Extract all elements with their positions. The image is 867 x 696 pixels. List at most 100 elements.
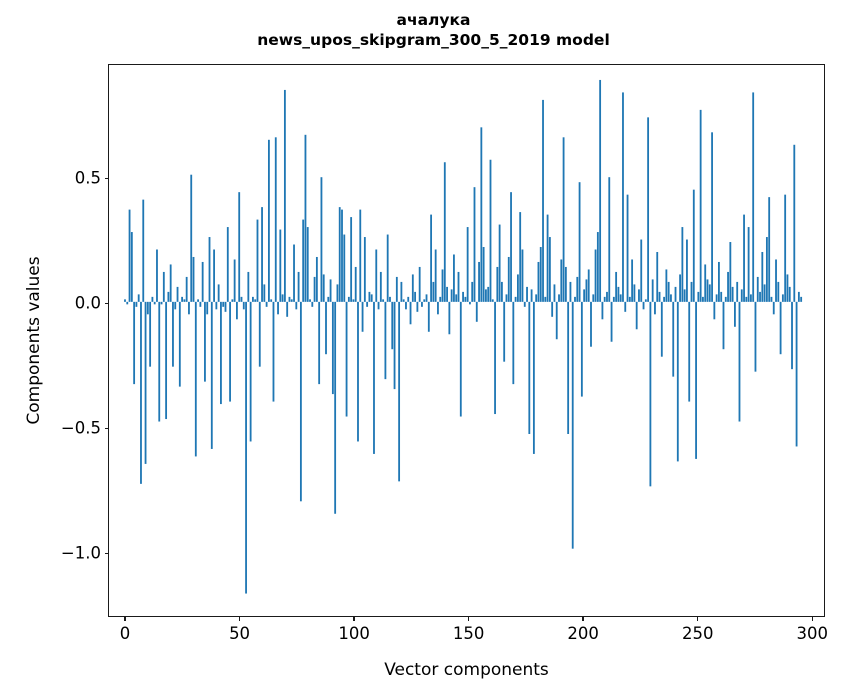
bar <box>585 279 588 302</box>
bar <box>224 301 227 312</box>
bar <box>551 301 554 317</box>
bar <box>622 92 624 302</box>
bar <box>167 291 170 302</box>
bar <box>375 249 378 302</box>
bar <box>366 301 369 307</box>
y-tick-label: 0.5 <box>74 168 101 188</box>
bar <box>384 301 387 380</box>
bar <box>373 301 375 454</box>
bar <box>192 256 195 302</box>
bar <box>245 301 247 594</box>
bar <box>313 276 316 302</box>
bar <box>786 274 789 302</box>
y-tick-mark <box>104 177 109 179</box>
bar <box>437 301 439 315</box>
bar <box>640 239 643 302</box>
bar <box>409 301 412 325</box>
bar <box>770 296 773 302</box>
bar <box>752 92 755 302</box>
bar <box>788 286 791 302</box>
bar <box>270 299 273 302</box>
bar <box>791 301 793 370</box>
bar <box>457 271 460 302</box>
bar <box>146 301 149 315</box>
bar <box>194 301 197 457</box>
bar <box>267 139 270 302</box>
y-tick-mark <box>104 427 109 430</box>
bar <box>603 296 606 302</box>
bar <box>427 301 430 332</box>
bar <box>391 301 394 350</box>
bar <box>612 296 615 302</box>
bar <box>217 284 220 302</box>
bar <box>546 214 549 302</box>
bar <box>306 227 309 302</box>
bar <box>249 301 252 442</box>
bar <box>434 249 437 302</box>
bar <box>188 301 190 315</box>
bar <box>624 301 627 312</box>
bar <box>626 194 629 302</box>
bar <box>450 289 453 302</box>
bar <box>389 296 391 302</box>
bar <box>126 301 129 305</box>
bar <box>464 296 467 302</box>
bar <box>615 271 618 302</box>
bar <box>407 296 410 302</box>
bar <box>749 294 752 302</box>
bar <box>482 247 485 302</box>
bar <box>325 301 327 355</box>
bar <box>343 234 346 302</box>
bar <box>210 301 213 449</box>
bar <box>213 249 215 302</box>
y-tick-label: −0.5 <box>60 418 101 438</box>
bar <box>574 296 576 302</box>
bar <box>240 296 243 302</box>
bar <box>713 301 716 320</box>
bar <box>386 234 389 302</box>
bar <box>562 137 565 302</box>
bar <box>516 274 519 302</box>
bar <box>537 261 540 302</box>
bar <box>800 296 803 302</box>
bar <box>745 296 748 302</box>
x-tick-label: 300 <box>796 624 829 643</box>
bar <box>665 269 668 302</box>
chart-title: ачалука news_upos_skipgram_300_5_2019 mo… <box>0 10 867 51</box>
bar <box>729 242 732 302</box>
bar <box>322 274 325 302</box>
bar <box>756 276 759 302</box>
bar <box>608 177 611 302</box>
bar <box>256 219 259 302</box>
bar <box>743 214 745 302</box>
bar <box>226 227 229 302</box>
x-tick-mark <box>811 616 813 621</box>
x-tick-mark <box>697 616 699 621</box>
bar <box>153 301 156 305</box>
bar <box>777 281 780 302</box>
bar <box>370 294 373 302</box>
bar <box>491 299 494 302</box>
bar <box>279 229 282 302</box>
bar <box>473 187 476 302</box>
bar <box>514 296 517 302</box>
bar <box>576 276 579 302</box>
bar <box>754 301 757 372</box>
bar <box>734 301 736 327</box>
bar <box>558 294 560 302</box>
bar <box>379 271 382 302</box>
bar <box>236 301 238 320</box>
bar <box>160 301 163 305</box>
bar <box>423 299 426 302</box>
bar <box>647 117 650 302</box>
x-tick-mark <box>582 616 584 621</box>
bar <box>363 237 366 302</box>
bar <box>480 127 483 302</box>
bar <box>341 209 343 302</box>
bar <box>382 299 385 302</box>
bar <box>690 281 693 302</box>
bar <box>357 301 359 442</box>
bar <box>548 237 551 302</box>
bar <box>411 274 414 302</box>
bar <box>162 271 165 302</box>
